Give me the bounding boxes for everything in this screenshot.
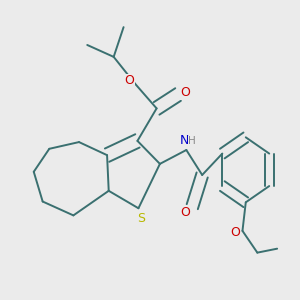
- Text: S: S: [137, 212, 145, 225]
- Text: O: O: [230, 226, 240, 239]
- Text: O: O: [124, 74, 134, 87]
- Text: H: H: [188, 136, 196, 146]
- Text: N: N: [180, 134, 189, 147]
- Text: O: O: [180, 86, 190, 99]
- Text: O: O: [180, 206, 190, 219]
